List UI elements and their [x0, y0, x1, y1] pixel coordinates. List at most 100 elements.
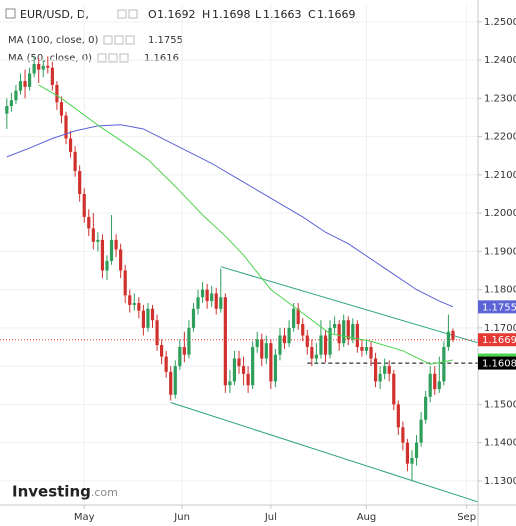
ohlc-label: C	[308, 8, 316, 21]
candle-body	[424, 396, 428, 420]
candle-body	[73, 151, 77, 172]
candle-body	[23, 81, 27, 87]
candle-body	[323, 335, 328, 355]
candle-body	[273, 354, 278, 382]
brand: Investing	[12, 483, 91, 501]
candle-body	[187, 327, 191, 355]
legend-value: 1.1616	[144, 53, 179, 64]
candle-body	[378, 373, 382, 382]
candle-body	[114, 239, 118, 250]
x-tick-label: Jun	[173, 512, 190, 523]
candle-body	[333, 324, 337, 328]
candle-body	[342, 320, 346, 344]
candle-body	[442, 347, 446, 382]
y-tick-label: 1.2200	[484, 132, 516, 143]
ohlc-value: 1.1698	[212, 8, 251, 21]
candle-body	[155, 320, 159, 346]
candle-body	[355, 324, 359, 348]
x-tick-label: May	[74, 512, 95, 523]
candle-body	[314, 354, 318, 359]
candle-body	[5, 105, 9, 114]
collapse-icon[interactable]	[5, 8, 16, 19]
candle-body	[100, 239, 105, 271]
candle-body	[9, 100, 13, 106]
candle-body	[264, 343, 268, 359]
candle-body	[246, 373, 250, 386]
candle-body	[87, 216, 91, 229]
chart-title: EUR/USD, D,	[20, 8, 89, 21]
candle-body	[78, 171, 82, 194]
candle-body	[141, 310, 145, 328]
candle-body	[164, 356, 168, 372]
candle-body	[105, 260, 109, 271]
candle-body	[328, 327, 332, 355]
brand-suffix: .com	[91, 486, 118, 499]
candle-body	[319, 335, 323, 355]
candle-body	[451, 330, 455, 340]
y-tick-label: 1.2400	[484, 55, 516, 66]
candle-body	[37, 63, 41, 70]
candle-body	[369, 347, 373, 359]
candle-body	[96, 239, 100, 242]
y-tick-label: 1.1400	[484, 438, 516, 449]
y-tick-label: 1.2100	[484, 170, 516, 181]
candle-body	[64, 115, 68, 139]
candle-body	[255, 339, 259, 348]
candle-body	[178, 347, 182, 367]
candle-body	[346, 320, 350, 340]
y-tick-label: 1.2500	[484, 17, 516, 28]
candle-body	[191, 308, 196, 328]
candle-body	[214, 293, 218, 309]
ohlc-label: L	[255, 8, 262, 21]
trend-line	[170, 401, 479, 503]
candle-body	[146, 308, 150, 328]
candle-body	[55, 84, 59, 103]
candle-body	[401, 427, 405, 443]
candle-body	[173, 366, 177, 395]
candle-body	[150, 308, 155, 321]
candle-body	[128, 295, 132, 305]
ma-line	[38, 84, 454, 365]
y-tick-label: 1.1800	[484, 285, 516, 296]
candle-body	[387, 366, 391, 374]
last-price-label-box	[478, 333, 516, 347]
candle-body	[200, 289, 205, 298]
hline-price-label: 1.1608	[482, 359, 516, 370]
y-tick-label: 1.1300	[484, 476, 516, 487]
candle-body	[292, 308, 296, 328]
y-tick-label: 1.1900	[484, 246, 516, 257]
candle-body	[351, 324, 355, 340]
candle-body	[132, 303, 136, 305]
candle-body	[383, 366, 387, 374]
candle-body	[360, 347, 364, 351]
candle-body	[27, 73, 32, 87]
x-tick-label: Sep	[457, 512, 476, 523]
candle-body	[269, 343, 273, 382]
ma-line	[6, 124, 454, 308]
candle-body	[205, 289, 209, 302]
legend-value: 1.1755	[148, 35, 183, 46]
legend-label: MA (50, close, 0)	[8, 53, 92, 64]
candle-body	[18, 81, 23, 91]
candle-body	[410, 457, 414, 464]
candle-body	[301, 324, 305, 336]
candle-body	[396, 404, 400, 428]
y-tick-label: 1.2300	[484, 93, 516, 104]
ohlc-value: 1.1669	[317, 8, 356, 21]
candle-body	[251, 347, 255, 386]
header-icons	[97, 9, 138, 63]
candle-body	[287, 327, 291, 344]
last-price-label: 1.1669	[482, 335, 516, 346]
candle-body	[305, 335, 309, 348]
candle-body	[46, 65, 50, 68]
legend-label: MA (100, close, 0)	[8, 35, 98, 46]
ohlc-value: 1.1692	[157, 8, 196, 21]
candle-body	[278, 335, 282, 355]
ma100-price-label-box	[478, 300, 516, 314]
ma100-price-label: 1.1755	[482, 302, 516, 313]
candle-body	[232, 358, 237, 382]
candle-body	[364, 347, 369, 351]
candle-body	[169, 371, 173, 395]
candle-body	[446, 331, 451, 348]
candle-body	[260, 339, 264, 359]
